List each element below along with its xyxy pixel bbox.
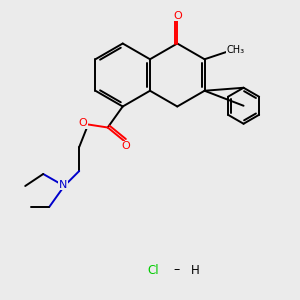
Text: H: H [190, 263, 200, 277]
Text: O: O [78, 118, 87, 128]
Text: O: O [121, 141, 130, 152]
Text: N: N [58, 179, 67, 190]
Text: Cl: Cl [147, 263, 159, 277]
Text: –: – [174, 263, 180, 277]
Text: CH₃: CH₃ [227, 45, 245, 55]
Text: O: O [173, 11, 182, 21]
